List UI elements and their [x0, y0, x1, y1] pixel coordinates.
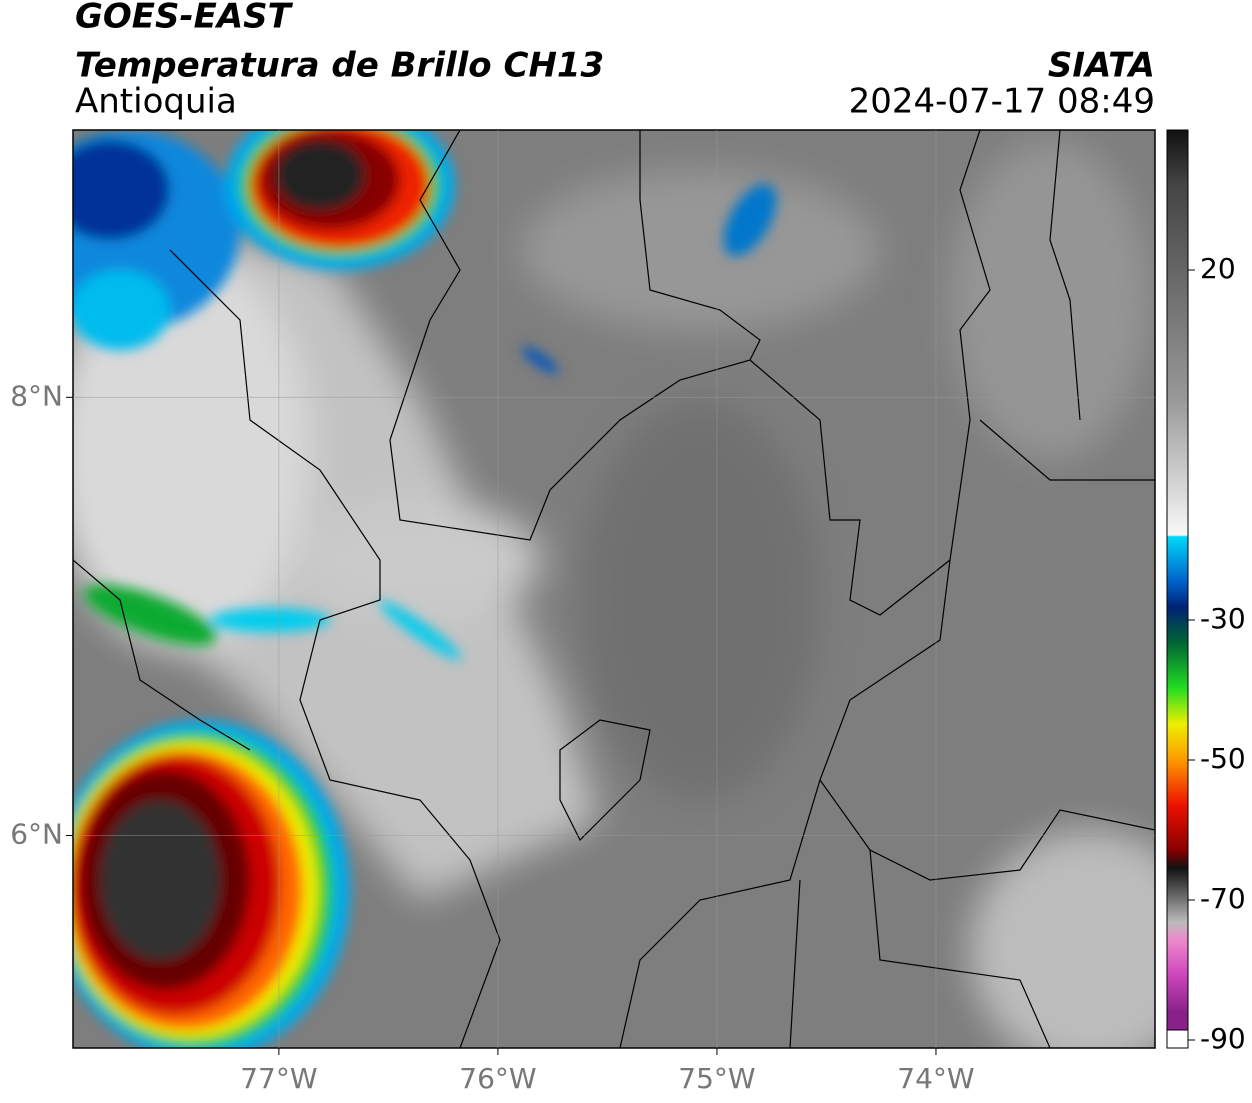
source: SIATA [1048, 46, 1155, 86]
x-tick-label: 74°W [897, 1062, 974, 1095]
satellite-image [73, 130, 1155, 1048]
colorbar-tick-label: -30 [1200, 602, 1246, 635]
title: GOES-EAST [75, 0, 294, 37]
subtitle: Temperatura de Brillo CH13 [75, 46, 604, 86]
colorbar-tick-label: -70 [1200, 882, 1246, 915]
datetime: 2024-07-17 08:49 [849, 82, 1155, 122]
x-tick-label: 75°W [678, 1062, 755, 1095]
x-tick-label: 77°W [240, 1062, 317, 1095]
x-tick-label: 76°W [459, 1062, 536, 1095]
colorbar-extension [1166, 1029, 1189, 1049]
colorbar-tick-label: 20 [1200, 252, 1236, 285]
colorbar-frame [1166, 129, 1189, 1049]
region: Antioquia [75, 82, 237, 122]
y-tick-label: 8°N [10, 379, 63, 412]
colorbar-tick-label: -50 [1200, 742, 1246, 775]
colorbar [1167, 130, 1188, 1030]
colorbar-tick-label: -90 [1200, 1022, 1246, 1055]
map-frame [72, 129, 1156, 1049]
y-tick-label: 6°N [10, 817, 63, 850]
